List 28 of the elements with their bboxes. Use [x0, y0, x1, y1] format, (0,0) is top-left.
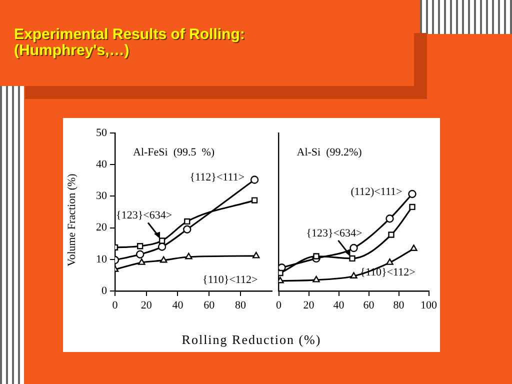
series-label: {110}<112>	[360, 266, 416, 279]
annotation: Al-FeSi (99.5 %)	[133, 146, 215, 158]
x-tick-label: 40	[333, 299, 345, 312]
y-tick-label: 20	[96, 222, 108, 234]
x-tick-label: 80	[234, 299, 246, 312]
chart-title: Experimental Results of Rolling: (Humphrey's,…)	[14, 26, 245, 59]
x-tick-label: 60	[204, 299, 216, 312]
y-tick-label: 10	[96, 253, 108, 266]
x-tick-label: 40	[172, 299, 184, 312]
x-axis-title: Rolling Reduction (%)	[180, 332, 322, 348]
x-tick-label: 20	[140, 299, 152, 312]
x-tick-label: 20	[303, 299, 315, 312]
y-tick-label: 50	[96, 126, 108, 139]
series-label: {123}<634>	[306, 227, 362, 240]
series-label: {112}<111>	[190, 172, 245, 184]
x-tick-label: 100	[420, 299, 438, 312]
y-tick-label: 30	[96, 190, 108, 202]
x-tick-label: 60	[363, 299, 375, 312]
x-tick-label: 0	[112, 299, 118, 312]
series-label: (112)<111>	[350, 186, 402, 198]
annotation: Al-Si (99.2%)	[296, 146, 362, 158]
x-tick-label: 0	[276, 299, 282, 312]
series-label: {110}<112>	[202, 274, 258, 286]
x-tick-label: 80	[393, 299, 405, 312]
y-axis-title: Volume Fraction (%)	[66, 174, 78, 266]
series-label: {123}<634>	[116, 210, 172, 222]
y-tick-label: 40	[96, 158, 108, 170]
y-tick-label: 0	[102, 284, 108, 297]
